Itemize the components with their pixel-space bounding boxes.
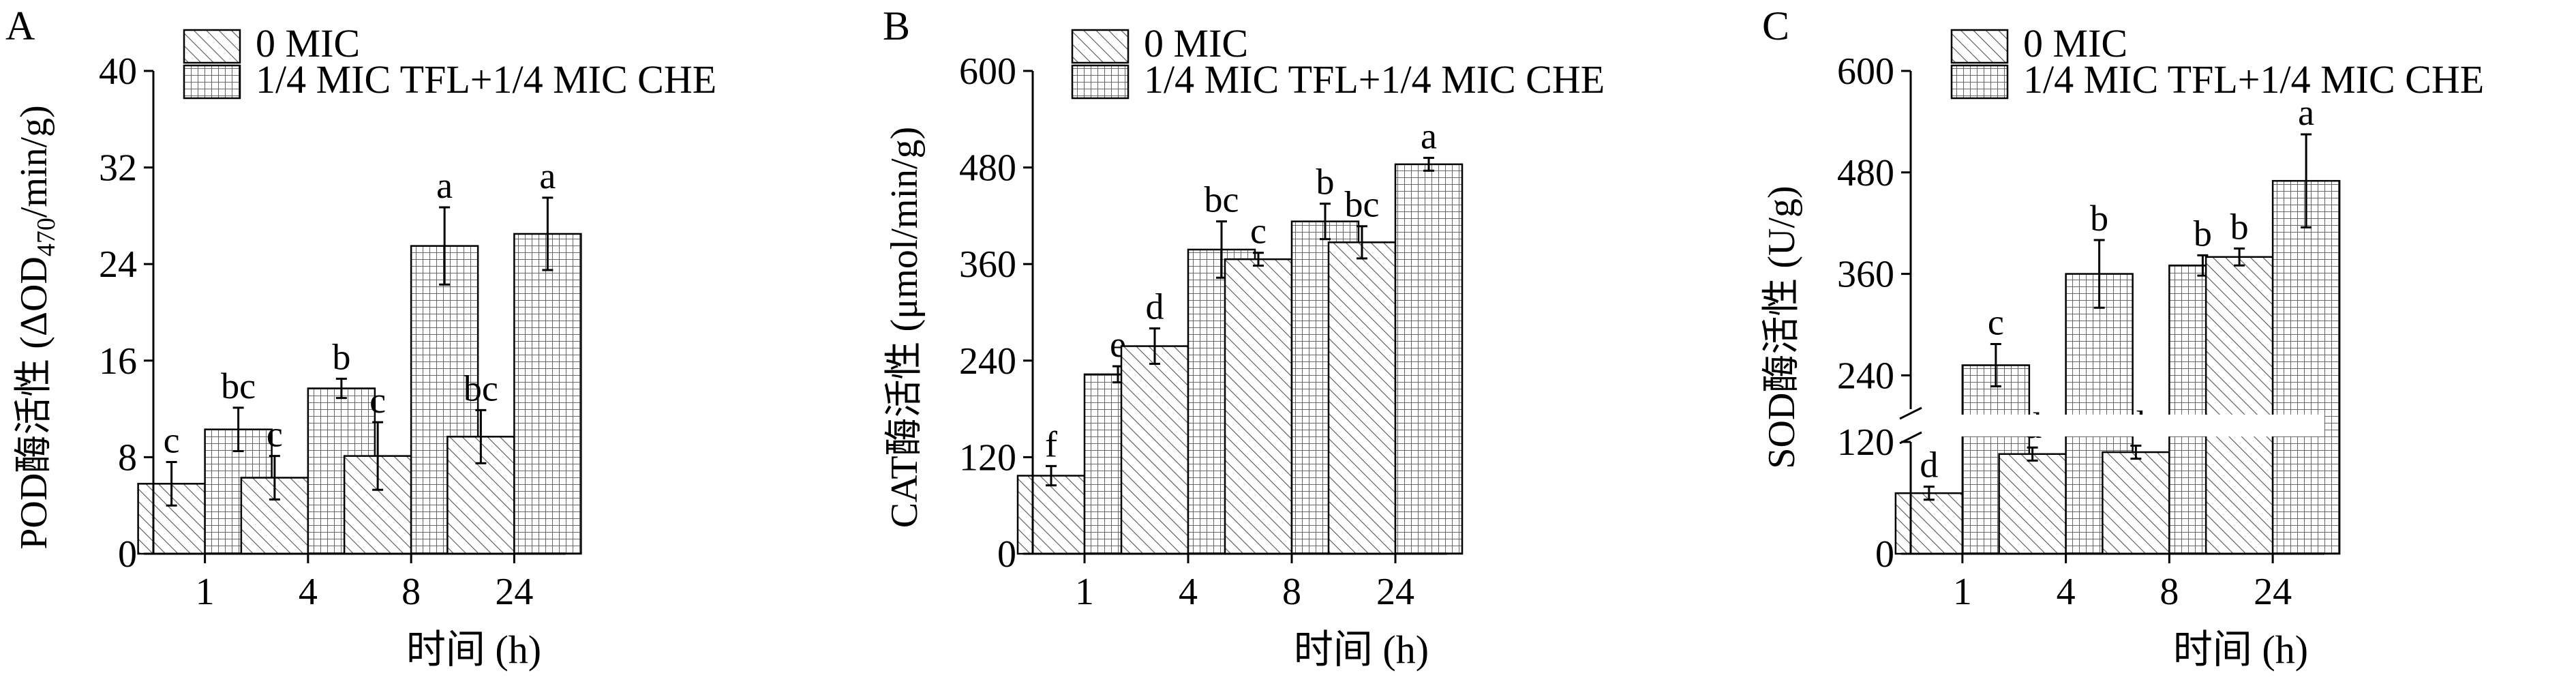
y-axis-title: SOD酶活性 (U/g): [1761, 185, 1803, 469]
panel-label: C: [1762, 3, 1789, 48]
significance-letter: a: [1421, 115, 1437, 156]
y-tick-label: 480: [1837, 152, 1894, 194]
x-axis-title: 时间 (h): [406, 627, 541, 672]
x-axis-title: 时间 (h): [1294, 627, 1429, 672]
bar-series0-24: [1327, 241, 1397, 555]
y-tick-label: 240: [1837, 355, 1894, 397]
bar-series1-24: [513, 233, 582, 555]
significance-letter: f: [1045, 423, 1057, 464]
bar-series0-8: [1224, 258, 1293, 555]
y-tick-label: 600: [959, 50, 1016, 93]
x-tick-label: 24: [2254, 571, 2292, 613]
legend-label-combo: 1/4 MIC TFL+1/4 MIC CHE: [1144, 57, 1605, 102]
significance-letter: b: [2090, 198, 2108, 239]
y-tick-label: 0: [997, 533, 1016, 576]
significance-letter: c: [1250, 211, 1267, 252]
significance-letter: c: [164, 419, 180, 460]
x-tick-label: 8: [1282, 571, 1301, 613]
y-tick-label: 0: [118, 533, 137, 576]
significance-letter: bc: [464, 368, 498, 408]
legend-swatch-0-mic: [1950, 29, 2009, 64]
bar-series0-1: [1016, 475, 1086, 555]
legend-label-0-mic: 0 MIC: [1144, 21, 1248, 65]
x-tick-label: 1: [196, 571, 215, 613]
significance-letter: b: [332, 336, 350, 377]
x-tick-label: 4: [299, 571, 318, 613]
bar-series0-8: [2102, 451, 2170, 555]
bar-series1-24: [1394, 163, 1464, 555]
panel-c: C 0 MIC 1/4 MIC TFL+1/4 MIC CHE SOD酶活性 (…: [1761, 3, 2484, 672]
y-tick-label: 32: [99, 147, 137, 190]
legend-swatch-combo: [183, 64, 241, 100]
panel-a: A 0 MIC 1/4 MIC TFL+1/4 MIC CHE POD酶活性 (…: [5, 3, 716, 672]
legend-label-combo: 1/4 MIC TFL+1/4 MIC CHE: [256, 57, 716, 102]
y-tick-label: 8: [118, 436, 137, 479]
axis-break-mark: [1899, 406, 1922, 420]
y-tick-label: 480: [959, 147, 1016, 190]
panel-label: B: [883, 3, 910, 48]
y-tick-label: 120: [1837, 421, 1894, 464]
legend: 0 MIC 1/4 MIC TFL+1/4 MIC CHE: [1071, 21, 1605, 102]
axis-break-gap: [1897, 415, 2324, 436]
legend-swatch-combo: [1071, 64, 1130, 100]
y-tick-label: 360: [1837, 254, 1894, 296]
panel-label: A: [5, 3, 35, 48]
bar-series0-4: [1998, 453, 2067, 555]
y-tick-label: 0: [1875, 533, 1894, 576]
significance-letter: a: [2298, 92, 2314, 133]
legend: 0 MIC 1/4 MIC TFL+1/4 MIC CHE: [183, 21, 716, 102]
x-tick-label: 1: [1075, 571, 1094, 613]
y-tick-label: 16: [99, 340, 137, 383]
y-axis-title: CAT酶活性 (μmol/min/g): [883, 127, 926, 528]
legend-swatch-0-mic: [183, 29, 241, 64]
y-tick-label: 600: [1837, 50, 1894, 93]
legend-swatch-0-mic: [1071, 29, 1130, 64]
y-tick-label: 40: [99, 50, 137, 93]
significance-letter: c: [369, 380, 386, 421]
significance-letter: a: [539, 155, 556, 196]
significance-letter: bc: [221, 366, 256, 406]
x-tick-label: 4: [2057, 571, 2076, 613]
significance-letter: b: [2230, 206, 2249, 247]
x-tick-label: 1: [1953, 571, 1972, 613]
bar-series0-24: [2204, 256, 2274, 555]
y-tick-label: 240: [959, 340, 1016, 383]
bar-series0-4: [1120, 345, 1189, 555]
y-tick-label: 360: [959, 243, 1016, 286]
significance-letter: c: [267, 414, 283, 455]
x-axis-title: 时间 (h): [2173, 627, 2308, 672]
x-tick-label: 8: [2160, 571, 2179, 613]
significance-letter: bc: [1345, 184, 1380, 225]
panel-b: B 0 MIC 1/4 MIC TFL+1/4 MIC CHE CAT酶活性 (…: [883, 3, 1605, 672]
legend-label-0-mic: 0 MIC: [256, 21, 360, 65]
legend-label-0-mic: 0 MIC: [2023, 21, 2127, 65]
bar-series1-24: [2271, 179, 2341, 555]
legend-swatch-combo: [1950, 64, 2009, 100]
legend: 0 MIC 1/4 MIC TFL+1/4 MIC CHE: [1950, 21, 2484, 102]
y-axis-title: POD酶活性 (ΔOD470/min/g): [13, 105, 61, 549]
bar-series0-1: [1894, 492, 1964, 555]
x-tick-label: 8: [401, 571, 421, 613]
x-tick-label: 4: [1179, 571, 1198, 613]
x-tick-label: 24: [1376, 571, 1414, 613]
x-tick-label: 24: [495, 571, 533, 613]
legend-label-combo: 1/4 MIC TFL+1/4 MIC CHE: [2023, 57, 2484, 102]
significance-letter: d: [1920, 445, 1938, 486]
y-tick-label: 24: [99, 243, 137, 286]
significance-letter: bc: [1204, 179, 1239, 220]
significance-letter: c: [1988, 302, 2004, 343]
significance-letter: b: [2194, 213, 2212, 254]
significance-letter: d: [1146, 286, 1164, 327]
y-tick-label: 120: [959, 436, 1016, 479]
significance-letter: a: [436, 165, 453, 206]
significance-letter: b: [1316, 162, 1335, 203]
